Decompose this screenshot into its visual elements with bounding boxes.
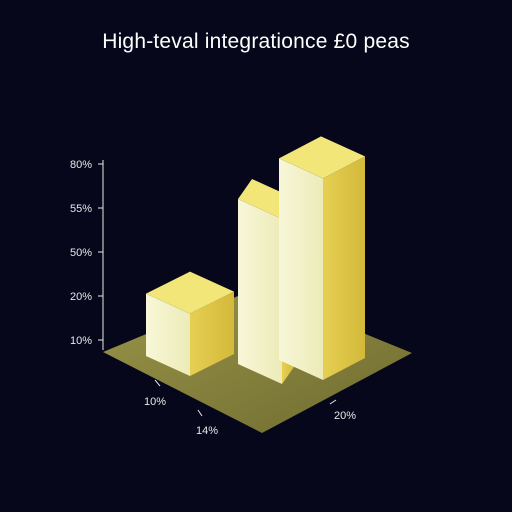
x-tick-mark <box>154 379 161 387</box>
bar <box>279 136 365 380</box>
bar-front-face <box>238 199 282 384</box>
bar-side-face <box>323 156 365 380</box>
x-tick-label: 10% <box>144 396 166 408</box>
y-tick-label: 80% <box>70 159 92 171</box>
y-tick-label: 10% <box>70 335 92 347</box>
x-tick-label: 14% <box>196 425 218 437</box>
bar-side-face <box>190 291 234 376</box>
x-tick-label: 20% <box>334 410 356 422</box>
bar-top-face <box>279 136 365 179</box>
bar-front-face <box>279 158 323 380</box>
chart-title: High-teval integrationce £0 peas <box>102 30 410 53</box>
y-tick-label: 50% <box>70 247 92 259</box>
x-tick-mark <box>197 409 203 417</box>
x-tick-mark <box>329 399 337 405</box>
y-tick-label: 20% <box>70 291 92 303</box>
bar-front-face <box>146 293 190 376</box>
y-tick-label: 55% <box>70 203 92 215</box>
bar <box>146 271 234 376</box>
bar-top-face <box>146 271 234 314</box>
